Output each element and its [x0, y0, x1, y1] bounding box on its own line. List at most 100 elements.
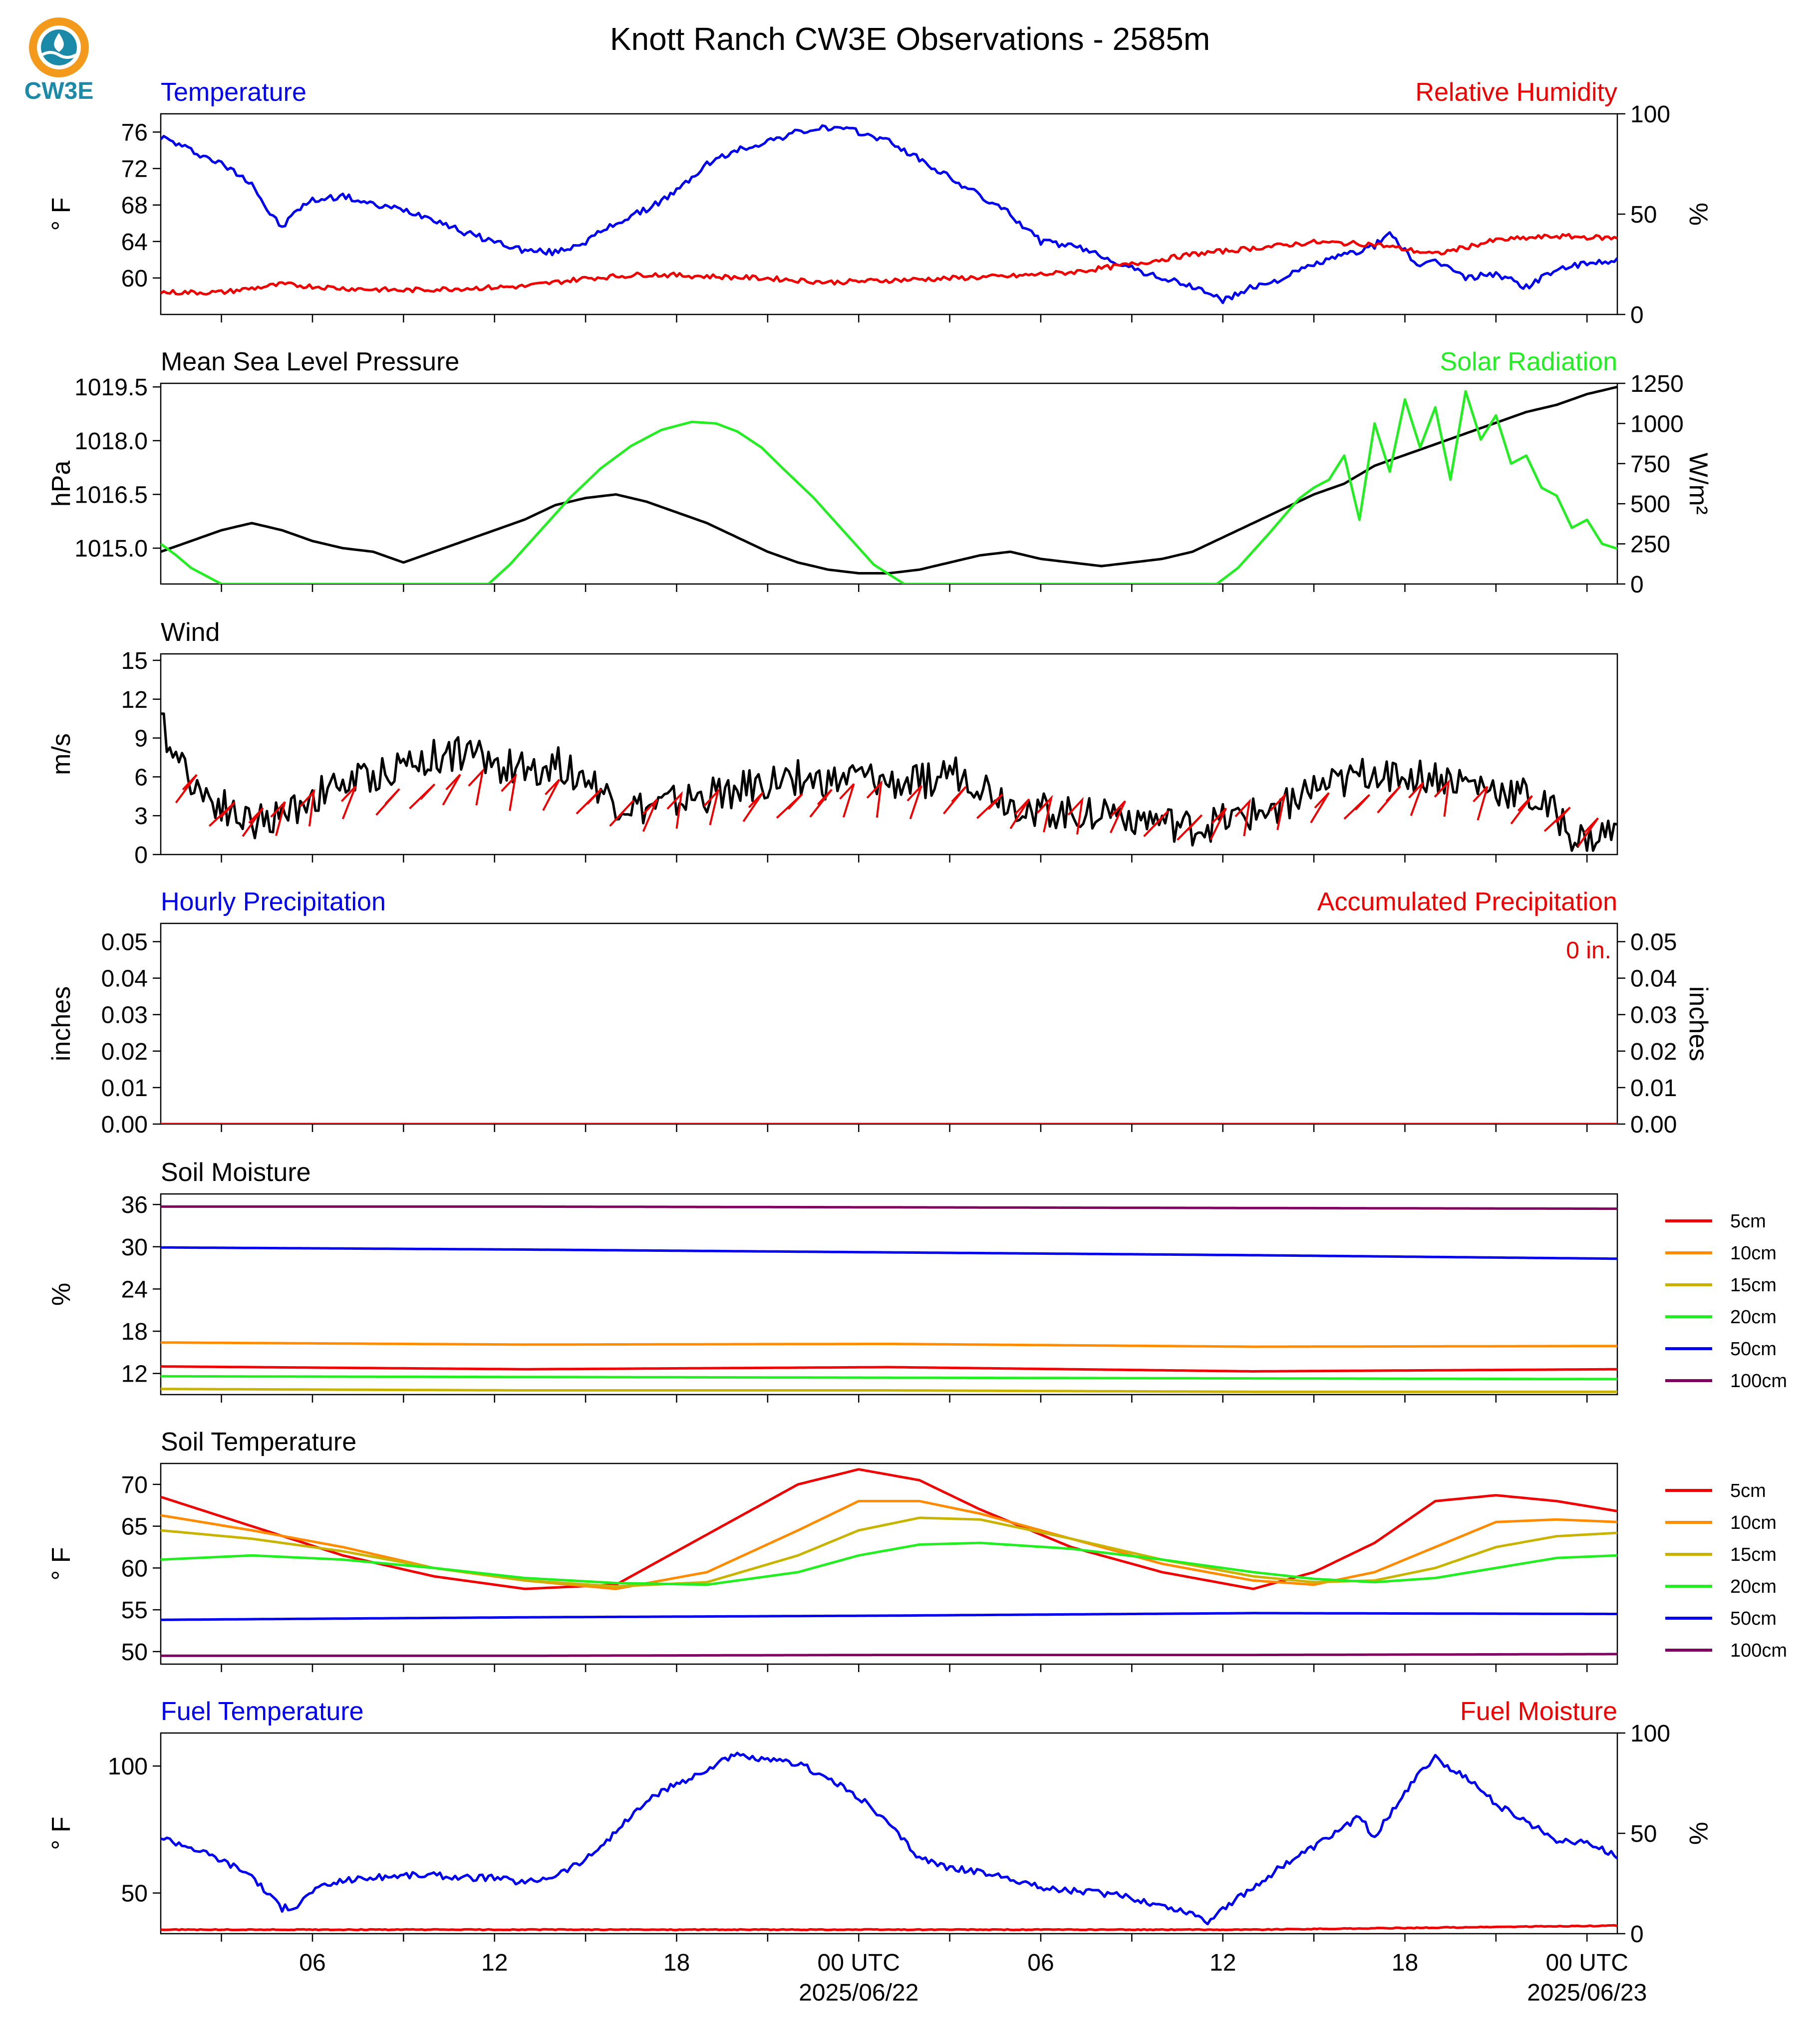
y-tick-label-left: 1018.0: [74, 428, 148, 455]
wind-barb: [442, 774, 461, 806]
wind-barb: [242, 807, 264, 837]
wind-barb: [839, 783, 855, 818]
series-line-15cm: [161, 1516, 1617, 1588]
y-tick-label-left: 65: [121, 1514, 148, 1540]
y-tick-label-left: 12: [121, 1361, 148, 1388]
y-axis-label-right: %: [1684, 203, 1713, 226]
y-tick-label-left: 1015.0: [74, 536, 148, 562]
x-tick-label: 06: [1027, 1950, 1054, 1976]
y-tick-label-right: 0: [1630, 1921, 1644, 1948]
y-axis-label-left: m/s: [47, 733, 76, 775]
wind-barb: [666, 791, 683, 829]
logo-wave-icon: [41, 51, 77, 59]
legend-label: 5cm: [1730, 1480, 1766, 1501]
panel-title-left: Temperature: [161, 78, 306, 107]
wind-barb: [776, 793, 803, 819]
y-tick-label-left: 55: [121, 1597, 148, 1624]
panel-title-left: Soil Temperature: [161, 1428, 356, 1456]
y-tick-label-right: 0.04: [1630, 966, 1677, 992]
legend-label: 15cm: [1730, 1544, 1777, 1565]
y-tick-label-left: 36: [121, 1192, 148, 1218]
x-tick-label: 06: [299, 1950, 325, 1976]
x-tick-label: 00 UTC: [1546, 1950, 1628, 1976]
series-line-10cm: [161, 1341, 1617, 1348]
wind-barb: [942, 786, 967, 815]
panel-title-left: Mean Sea Level Pressure: [161, 347, 459, 376]
y-tick-label-left: 12: [121, 687, 148, 713]
wind-barb: [1143, 810, 1169, 838]
y-tick-label-right: 500: [1630, 491, 1670, 518]
wind-barb: [175, 774, 198, 804]
y-tick-label-right: 0.01: [1630, 1075, 1677, 1102]
wind-barb: [1067, 797, 1084, 835]
wind-barb: [208, 801, 236, 827]
y-tick-label-left: 9: [134, 726, 148, 752]
series-line-100cm: [161, 1653, 1617, 1657]
x-tick-label: 12: [1210, 1950, 1236, 1976]
wind-barb: [1109, 800, 1126, 834]
x-tick-label: 18: [663, 1950, 690, 1976]
y-tick-label-left: 100: [108, 1753, 148, 1780]
wind-barb: [375, 788, 400, 816]
series-line-20cm: [161, 1541, 1617, 1586]
y-tick-label-left: 1016.5: [74, 482, 148, 509]
legend-label: 20cm: [1730, 1576, 1777, 1597]
series-line-50cm: [161, 1612, 1617, 1621]
wind-barb: [742, 792, 764, 822]
legend-label: 15cm: [1730, 1275, 1777, 1296]
wind-barb: [576, 788, 602, 815]
y-tick-label-right: 100: [1630, 1721, 1670, 1747]
series-line-relative-humidity: [161, 233, 1617, 296]
logo-text: CW3E: [24, 78, 94, 104]
x-date-label: 2025/06/22: [799, 1980, 918, 2006]
wind-barb: [340, 786, 357, 820]
series-line-10cm: [161, 1499, 1617, 1590]
y-tick-label-left: 0.02: [101, 1039, 148, 1065]
series-line-temperature: [161, 124, 1617, 304]
y-tick-label-left: 1019.5: [74, 374, 148, 401]
legend-label: 10cm: [1730, 1512, 1777, 1533]
wind-barb: [542, 779, 561, 811]
wind-barb: [1036, 795, 1053, 833]
y-tick-label-left: 72: [121, 156, 148, 183]
y-axis-label-right: %: [1684, 1822, 1713, 1845]
wind-barb: [1234, 798, 1251, 837]
panels: Temperature Relative Humidity606468727605…: [47, 78, 1787, 2006]
y-tick-label-left: 0.00: [101, 1112, 148, 1138]
wind-barb: [976, 793, 1003, 819]
y-tick-label-left: 50: [121, 1881, 148, 1907]
wind-barb: [1543, 807, 1571, 832]
y-tick-label-left: 18: [121, 1319, 148, 1345]
accumulated-total-label: 0 in.: [1566, 937, 1611, 964]
y-tick-label-right: 50: [1630, 202, 1657, 228]
y-tick-label-left: 50: [121, 1639, 148, 1666]
series-line-50cm: [161, 1246, 1617, 1260]
legend-label: 100cm: [1730, 1640, 1787, 1661]
y-tick-label-right: 1000: [1630, 411, 1684, 437]
y-tick-label-right: 0.05: [1630, 929, 1677, 956]
y-axis-label-right: W/m²: [1684, 453, 1713, 515]
panel-title-right: Relative Humidity: [1415, 78, 1617, 107]
y-tick-label-left: 60: [121, 1555, 148, 1582]
legend-label: 5cm: [1730, 1211, 1766, 1232]
y-tick-label-right: 1250: [1630, 371, 1684, 397]
y-tick-label-left: 30: [121, 1234, 148, 1261]
y-axis-label-left: ° F: [47, 1816, 76, 1850]
series-line-100cm: [161, 1205, 1617, 1210]
wind-barb: [1510, 795, 1533, 825]
plot-frame: [160, 653, 1618, 856]
y-tick-label-left: 24: [121, 1276, 148, 1303]
wind-barb: [501, 773, 517, 811]
y-tick-label-right: 50: [1630, 1821, 1657, 1847]
series-line-15cm: [161, 1388, 1617, 1393]
series-line-20cm: [161, 1375, 1617, 1381]
panel-title-left: Wind: [161, 618, 220, 647]
series-line-wind: [161, 712, 1617, 852]
y-axis-label-left: inches: [47, 986, 76, 1061]
wind-barb: [1343, 794, 1370, 820]
y-tick-label-left: 6: [134, 764, 148, 791]
wind-barb: [1408, 782, 1424, 816]
panel-title-right: Fuel Moisture: [1460, 1697, 1617, 1726]
x-date-label: 2025/06/23: [1527, 1980, 1647, 2006]
